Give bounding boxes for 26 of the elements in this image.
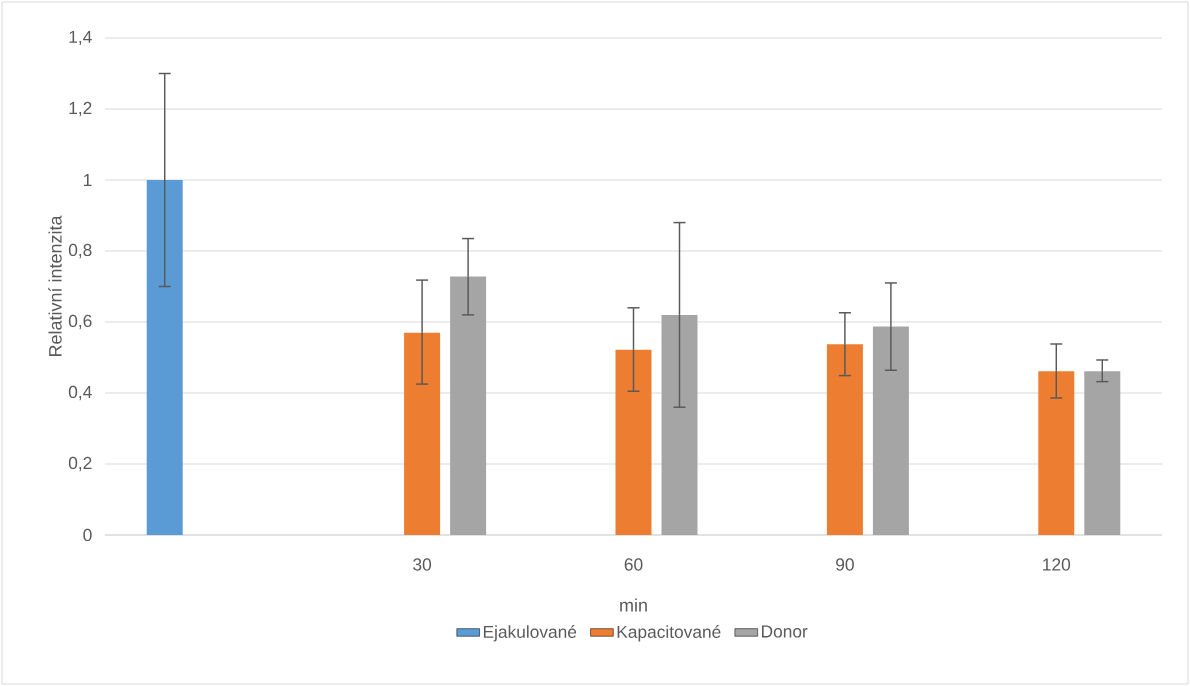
legend-label: Ejakulované — [483, 625, 577, 642]
bar — [1084, 371, 1121, 535]
y-tick-label: 0,4 — [68, 385, 92, 401]
y-tick-label: 0,6 — [68, 314, 92, 330]
y-tick-label: 0 — [83, 528, 92, 542]
x-tick-label: 30 — [413, 558, 432, 571]
y-tick-label: 0,8 — [68, 243, 92, 259]
legend-label: Kapacitované — [617, 625, 721, 642]
bar — [1038, 371, 1075, 535]
x-tick-label: 120 — [1043, 558, 1071, 571]
x-tick-label: 60 — [624, 558, 643, 571]
bar — [872, 326, 909, 535]
bar — [404, 332, 441, 535]
x-tick-label: 90 — [836, 558, 854, 571]
y-axis-title: Relativní intenzita — [48, 215, 62, 357]
y-tick-label: 0,2 — [68, 456, 92, 472]
x-axis-title: min — [620, 598, 647, 612]
bar — [661, 314, 698, 535]
legend-label: Donor — [761, 625, 808, 638]
bar — [615, 349, 652, 535]
y-tick-label: 1,4 — [69, 30, 92, 46]
bar — [826, 344, 863, 535]
y-tick-label: 1 — [83, 174, 92, 186]
y-tick-label: 1,2 — [69, 101, 92, 117]
bar — [146, 180, 183, 535]
bar — [450, 276, 487, 535]
